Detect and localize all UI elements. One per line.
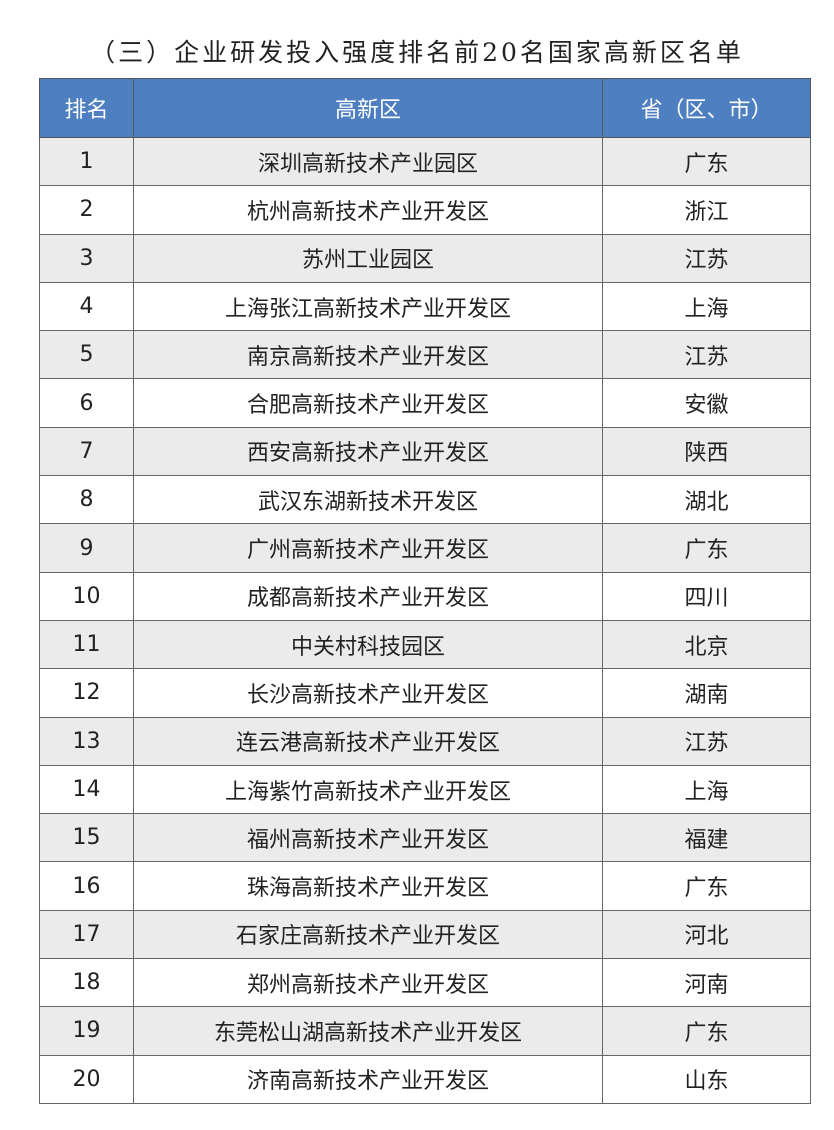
- cell-province: 广东: [602, 1006, 811, 1056]
- table-row: 11 中关村科技园区 北京: [39, 619, 811, 670]
- cell-zone: 西安高新技术产业开发区: [133, 426, 603, 477]
- cell-rank: 7: [39, 426, 134, 477]
- header-province: 省（区、市）: [602, 78, 811, 138]
- cell-province: 河南: [602, 958, 811, 1008]
- table-row: 10 成都高新技术产业开发区 四川: [39, 571, 811, 621]
- cell-zone: 连云港高新技术产业开发区: [133, 716, 603, 766]
- cell-province: 安徽: [602, 378, 811, 428]
- cell-rank: 15: [39, 813, 134, 863]
- cell-zone: 武汉东湖新技术开发区: [133, 475, 603, 525]
- cell-zone: 珠海高新技术产业开发区: [133, 861, 603, 911]
- cell-province: 江苏: [602, 330, 811, 380]
- table-row: 17 石家庄高新技术产业开发区 河北: [39, 909, 811, 960]
- cell-province: 山东: [602, 1054, 811, 1104]
- table-row: 18 郑州高新技术产业开发区 河南: [39, 958, 811, 1008]
- cell-zone: 中关村科技园区: [133, 619, 603, 670]
- cell-rank: 14: [39, 764, 134, 815]
- cell-rank: 6: [39, 378, 134, 428]
- cell-rank: 12: [39, 668, 134, 718]
- cell-province: 浙江: [602, 185, 811, 235]
- cell-province: 福建: [602, 813, 811, 863]
- cell-zone: 杭州高新技术产业开发区: [133, 185, 603, 235]
- table-row: 5 南京高新技术产业开发区 江苏: [39, 330, 811, 380]
- cell-zone: 上海张江高新技术产业开发区: [133, 281, 603, 332]
- table-row: 20 济南高新技术产业开发区 山东: [39, 1054, 811, 1104]
- table-row: 8 武汉东湖新技术开发区 湖北: [39, 475, 811, 525]
- cell-rank: 3: [39, 233, 134, 283]
- cell-zone: 上海紫竹高新技术产业开发区: [133, 764, 603, 815]
- cell-province: 广东: [602, 861, 811, 911]
- cell-province: 上海: [602, 281, 811, 332]
- cell-rank: 19: [39, 1006, 134, 1056]
- table-row: 4 上海张江高新技术产业开发区 上海: [39, 281, 811, 332]
- cell-zone: 长沙高新技术产业开发区: [133, 668, 603, 718]
- cell-province: 河北: [602, 909, 811, 960]
- cell-rank: 9: [39, 523, 134, 573]
- cell-zone: 石家庄高新技术产业开发区: [133, 909, 603, 960]
- cell-province: 湖北: [602, 475, 811, 525]
- cell-rank: 20: [39, 1054, 134, 1104]
- cell-province: 四川: [602, 571, 811, 621]
- cell-province: 广东: [602, 136, 811, 187]
- cell-rank: 17: [39, 909, 134, 960]
- ranking-table: 排名 高新区 省（区、市） 1 深圳高新技术产业园区 广东 2 杭州高新技术产业开发区浙…: [39, 78, 811, 1104]
- cell-rank: 8: [39, 475, 134, 525]
- cell-province: 广东: [602, 523, 811, 573]
- cell-rank: 18: [39, 958, 134, 1008]
- table-row: 13 连云港高新技术产业开发区 江苏: [39, 716, 811, 766]
- cell-zone: 郑州高新技术产业开发区: [133, 958, 603, 1008]
- cell-rank: 4: [39, 281, 134, 332]
- cell-zone: 深圳高新技术产业园区: [133, 136, 603, 187]
- cell-zone: 南京高新技术产业开发区: [133, 330, 603, 380]
- table-row: 9 广州高新技术产业开发区 广东: [39, 523, 811, 573]
- table-header-row: 排名 高新区 省（区、市）: [39, 78, 811, 138]
- cell-province: 江苏: [602, 233, 811, 283]
- table-row: 14 上海紫竹高新技术产业开发区 上海: [39, 764, 811, 815]
- cell-zone: 广州高新技术产业开发区: [133, 523, 603, 573]
- cell-province: 江苏: [602, 716, 811, 766]
- table-row: 2 杭州高新技术产业开发区 浙江: [39, 185, 811, 235]
- cell-rank: 16: [39, 861, 134, 911]
- cell-province: 湖南: [602, 668, 811, 718]
- cell-province: 上海: [602, 764, 811, 815]
- cell-province: 陕西: [602, 426, 811, 477]
- table-row: 7 西安高新技术产业开发区 陕西: [39, 426, 811, 477]
- header-zone: 高新区: [133, 78, 603, 138]
- cell-rank: 1: [39, 136, 134, 187]
- table-row: 6 合肥高新技术产业开发区 安徽: [39, 378, 811, 428]
- cell-zone: 东莞松山湖高新技术产业开发区: [133, 1006, 603, 1056]
- table-row: 19 东莞松山湖高新技术产业开发区 广东: [39, 1006, 811, 1056]
- cell-rank: 2: [39, 185, 134, 235]
- header-rank: 排名: [39, 78, 134, 138]
- page-title: （三）企业研发投入强度排名前20名国家高新区名单: [90, 38, 744, 67]
- cell-rank: 13: [39, 716, 134, 766]
- table-row: 3 苏州工业园区 江苏: [39, 233, 811, 283]
- table-row: 15 福州高新技术产业开发区 福建: [39, 813, 811, 863]
- cell-zone: 福州高新技术产业开发区: [133, 813, 603, 863]
- cell-zone: 成都高新技术产业开发区: [133, 571, 603, 621]
- table-row: 12 长沙高新技术产业开发区 湖南: [39, 668, 811, 718]
- cell-rank: 5: [39, 330, 134, 380]
- cell-rank: 11: [39, 619, 134, 670]
- table-row: 16 珠海高新技术产业开发区 广东: [39, 861, 811, 911]
- table-row: 1 深圳高新技术产业园区 广东: [39, 136, 811, 187]
- cell-zone: 合肥高新技术产业开发区: [133, 378, 603, 428]
- cell-zone: 济南高新技术产业开发区: [133, 1054, 603, 1104]
- cell-province: 北京: [602, 619, 811, 670]
- cell-zone: 苏州工业园区: [133, 233, 603, 283]
- cell-rank: 10: [39, 571, 134, 621]
